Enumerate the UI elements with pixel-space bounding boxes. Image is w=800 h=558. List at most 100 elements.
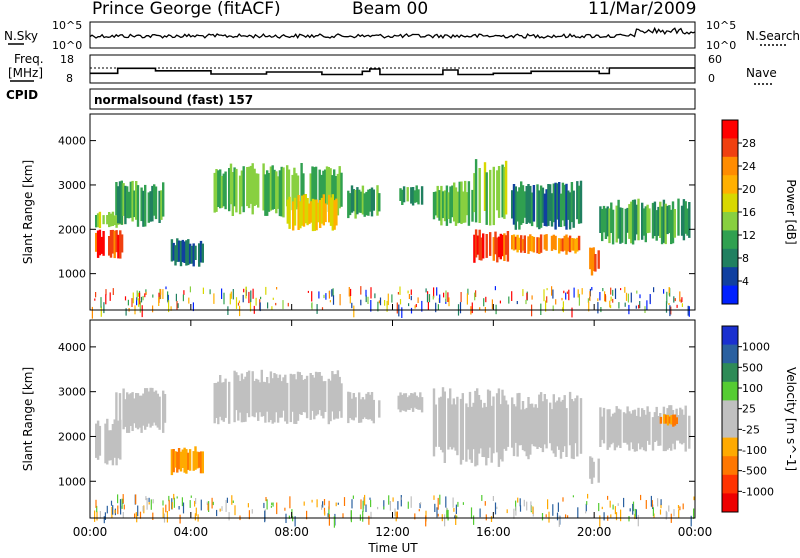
data-cell <box>296 175 300 207</box>
data-cell <box>673 415 676 450</box>
data-cell <box>229 163 233 205</box>
data-cell <box>275 171 278 214</box>
data-cell <box>276 176 280 209</box>
data-cell <box>485 406 488 466</box>
data-cell <box>120 234 124 253</box>
data-cell <box>215 382 218 418</box>
scatter-cell <box>439 494 441 505</box>
data-cell <box>552 234 555 250</box>
data-cell <box>402 393 406 411</box>
scatter-cell <box>137 505 139 517</box>
data-cell <box>147 391 150 424</box>
data-cell <box>246 167 249 207</box>
data-cell <box>176 238 179 262</box>
data-cell <box>465 403 468 462</box>
data-cell <box>529 234 532 252</box>
data-cell <box>565 408 568 457</box>
scatter-cell <box>367 296 369 304</box>
data-cell <box>599 206 602 233</box>
data-cell <box>483 402 486 458</box>
scatter-cell <box>434 503 436 512</box>
scatter-cell <box>625 292 628 301</box>
data-cell <box>140 395 143 433</box>
colorbar-tick-label: -25 <box>742 423 760 436</box>
data-cell <box>497 388 501 467</box>
data-cell <box>153 184 156 216</box>
scatter-cell <box>632 501 635 512</box>
scatter-cell <box>578 293 580 306</box>
scatter-cell <box>152 499 154 504</box>
data-cell <box>309 173 312 212</box>
data-cell <box>558 238 561 254</box>
data-cell <box>140 187 143 222</box>
scatter-cell <box>433 287 435 298</box>
data-cell <box>192 243 195 267</box>
data-cell <box>651 417 655 451</box>
data-cell <box>278 170 282 217</box>
data-cell <box>485 172 488 225</box>
data-cell <box>115 426 118 466</box>
data-cell <box>579 398 583 454</box>
nave-tick-bottom: 0 <box>708 72 715 85</box>
scatter-cell <box>433 495 435 500</box>
scatter-cell <box>377 301 379 312</box>
scatter-cell <box>209 289 211 295</box>
data-cell <box>118 393 122 428</box>
scatter-cell <box>148 497 150 502</box>
data-cell <box>109 430 113 461</box>
data-cell <box>162 390 165 433</box>
scatter-cell <box>379 297 382 306</box>
scatter-cell <box>630 292 632 303</box>
data-cell <box>119 419 122 460</box>
scatter-cell <box>229 293 231 305</box>
scatter-cell <box>250 290 252 303</box>
scatter-cell <box>439 294 441 303</box>
data-cell <box>183 241 186 263</box>
scatter-cell <box>599 515 601 527</box>
scatter-cell <box>665 510 667 520</box>
data-cell <box>315 199 318 231</box>
scatter-cell <box>397 501 399 510</box>
data-cell <box>297 195 300 230</box>
data-cell <box>188 449 192 471</box>
x-tick-label: 20:00 <box>577 525 612 539</box>
data-cell <box>499 233 502 260</box>
scatter-cell <box>324 511 326 516</box>
data-cell <box>149 387 152 428</box>
x-tick-label: 12:00 <box>375 525 410 539</box>
scatter-cell <box>389 501 391 511</box>
data-cell <box>311 166 314 208</box>
data-cell <box>187 452 190 470</box>
scatter-cell <box>386 300 388 312</box>
scatter-cell <box>418 509 420 512</box>
data-cell <box>534 404 537 447</box>
scatter-cell <box>496 506 498 509</box>
scatter-cell <box>585 503 587 512</box>
data-cell <box>138 395 141 428</box>
data-cell <box>516 393 519 457</box>
data-cell <box>122 388 125 430</box>
data-cell <box>474 159 478 223</box>
scatter-cell <box>657 498 659 507</box>
data-cell <box>492 237 495 261</box>
data-cell <box>438 190 441 221</box>
y-tick-label: 2000 <box>58 223 86 236</box>
scatter-cell <box>400 497 402 500</box>
data-cell <box>648 411 651 445</box>
data-cell <box>354 189 357 219</box>
scatter-cell <box>213 293 215 304</box>
data-cell <box>408 395 411 410</box>
scatter-cell <box>443 292 445 298</box>
data-cell <box>417 397 420 410</box>
colorbar-tick-label: 1000 <box>742 341 770 354</box>
scatter-cell <box>370 499 372 508</box>
data-cell <box>518 237 521 250</box>
data-cell <box>664 203 667 245</box>
data-cell <box>577 185 581 224</box>
scatter-cell <box>629 508 631 512</box>
scatter-cell <box>249 299 252 312</box>
scatter-cell <box>515 506 517 516</box>
colorbar-swatch <box>722 344 738 364</box>
data-cell <box>162 182 165 217</box>
scatter-cell <box>614 288 617 299</box>
